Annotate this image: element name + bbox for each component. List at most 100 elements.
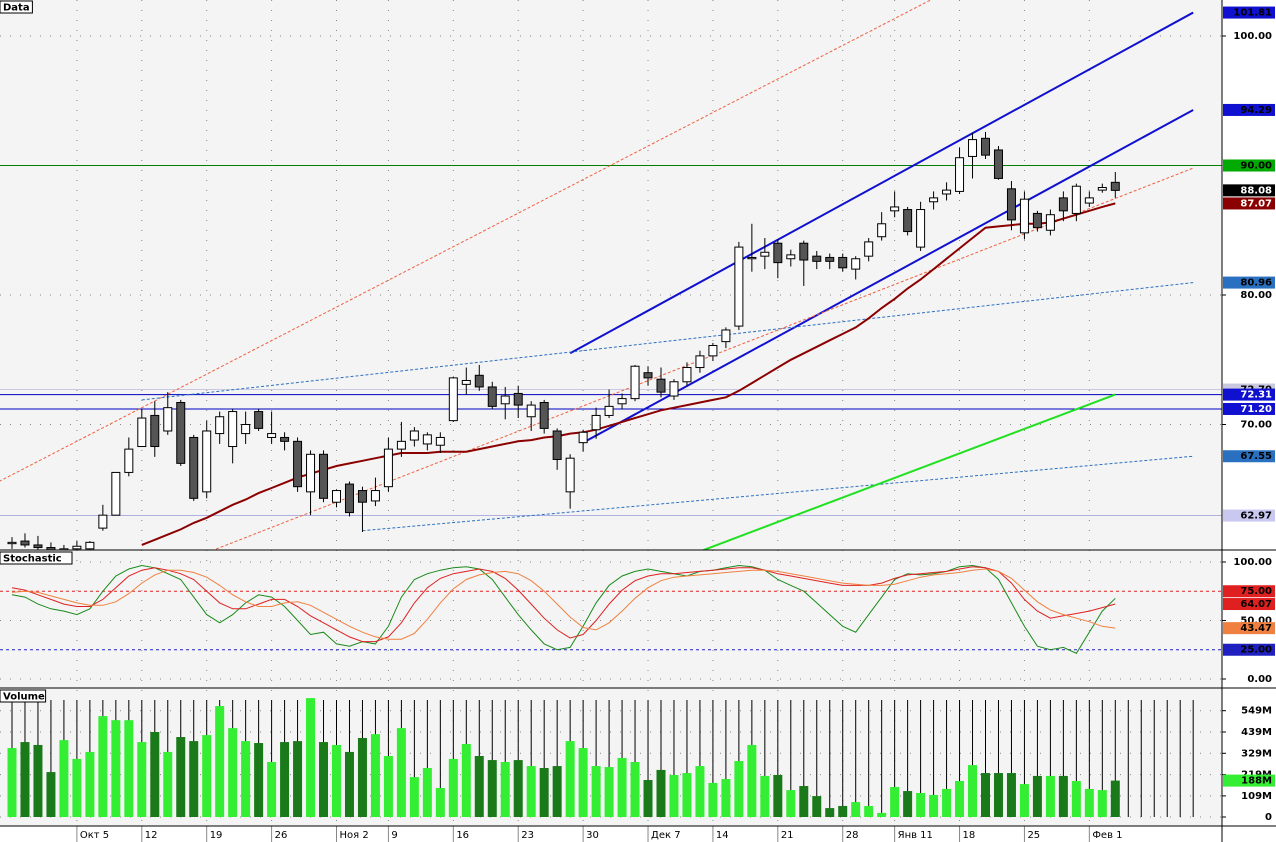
candle-body [20, 540, 30, 546]
x-tick-label: Дек 7 [651, 830, 681, 841]
candle-body [1097, 187, 1107, 191]
x-tick-label: 12 [145, 830, 158, 841]
price-tag-label: 88.08 [1240, 185, 1272, 196]
volume-bar [254, 743, 264, 817]
volume-bar [1071, 780, 1081, 817]
volume-bar [669, 774, 679, 817]
pane-title: Volume [3, 692, 45, 703]
pane-title-box [0, 0, 33, 14]
candle-body [942, 189, 952, 195]
pane-title: Stochastic [3, 554, 62, 565]
candle-body [591, 414, 601, 431]
volume-bar [280, 742, 290, 817]
candle-body [695, 355, 705, 369]
candle-body [617, 398, 627, 405]
price-tag [1223, 6, 1275, 19]
volume-bar [929, 794, 939, 817]
candle-body [760, 251, 770, 257]
volume-bar [409, 777, 419, 817]
volume-bar [448, 758, 458, 817]
y-tick-label: 329M [1241, 748, 1272, 759]
volume-bar [942, 788, 952, 817]
candle-body [306, 453, 316, 493]
candle-body [409, 430, 419, 441]
candle-body [344, 483, 354, 514]
volume-bar [513, 760, 523, 817]
volume-bar [241, 741, 251, 817]
candle-body [487, 386, 497, 407]
y-tick-label: 0.00 [1247, 674, 1272, 685]
volume-bar [370, 734, 380, 817]
candle-body [578, 431, 588, 444]
x-tick-label: 28 [846, 830, 859, 841]
volume-bar [721, 779, 731, 817]
volume-bar [228, 728, 238, 817]
candle-body [708, 345, 718, 357]
volume-bar [786, 790, 796, 817]
x-tick-label: 16 [456, 830, 469, 841]
volume-bar [1084, 788, 1094, 817]
candle-body [812, 255, 822, 262]
x-tick-label: 25 [1027, 830, 1040, 841]
volume-bar [176, 737, 186, 817]
volume-bar [461, 743, 471, 817]
volume-bar [1032, 775, 1042, 817]
pane-title-box [0, 551, 73, 565]
candle-body [604, 405, 614, 416]
price-tag-label: 94.29 [1240, 105, 1272, 116]
trend-line [582, 109, 1194, 444]
price-tag [1223, 388, 1275, 401]
volume-bar [1006, 773, 1016, 817]
x-tick-label: 19 [210, 830, 223, 841]
candle-body [228, 411, 238, 448]
candle-body [981, 137, 990, 156]
price-tag [1223, 509, 1275, 522]
candle-body [137, 417, 147, 448]
stochastic-line [11, 564, 1116, 654]
volume-bar [137, 742, 147, 817]
volume-bar [72, 758, 82, 817]
candle-body [202, 430, 212, 493]
candle-body [332, 490, 341, 503]
candle-body [1006, 188, 1016, 221]
volume-bar [98, 716, 108, 817]
stochastic-line [11, 568, 1116, 640]
candle-body [552, 430, 562, 460]
pane-title: Data [3, 3, 30, 14]
price-tag-label: 101.81 [1233, 8, 1272, 19]
x-tick-label: 9 [391, 830, 397, 841]
volume-bar [202, 735, 212, 817]
volume-bar [189, 741, 199, 817]
price-tag [1223, 103, 1275, 116]
price-tag [1223, 622, 1275, 635]
candle-body [1110, 181, 1120, 191]
volume-bar [916, 792, 926, 817]
candle-body [1058, 197, 1068, 212]
candle-body [370, 490, 380, 502]
price-tag-label: 71.20 [1240, 404, 1272, 415]
x-tick-label: Фев 1 [1092, 830, 1122, 841]
x-tick-label: 14 [716, 830, 729, 841]
x-tick-label: 30 [586, 830, 599, 841]
price-tag-label: 43.47 [1240, 623, 1272, 634]
candle-body [1071, 185, 1081, 214]
y-tick-label: 50.00 [1240, 615, 1272, 626]
price-tag [1223, 276, 1275, 289]
candle-body [903, 209, 913, 233]
price-tag [1223, 643, 1275, 656]
volume-bar [552, 766, 562, 817]
candle-body [267, 433, 277, 438]
price-tag-label: 25.00 [1240, 645, 1272, 656]
y-tick-label: 549M [1241, 706, 1272, 717]
volume-bar [163, 751, 173, 817]
candle-body [46, 547, 56, 550]
price-tag [1223, 159, 1275, 172]
candle-body [968, 139, 978, 157]
volume-bar [773, 774, 783, 817]
price-tag-label: 80.96 [1240, 278, 1272, 289]
volume-bar [1110, 780, 1120, 817]
candle-body [799, 242, 809, 261]
volume-bar [838, 805, 848, 817]
volume-bar [812, 796, 822, 817]
y-tick-label: 109M [1241, 791, 1272, 802]
